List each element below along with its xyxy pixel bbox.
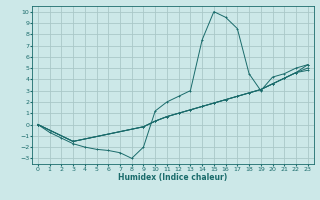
X-axis label: Humidex (Indice chaleur): Humidex (Indice chaleur) bbox=[118, 173, 228, 182]
